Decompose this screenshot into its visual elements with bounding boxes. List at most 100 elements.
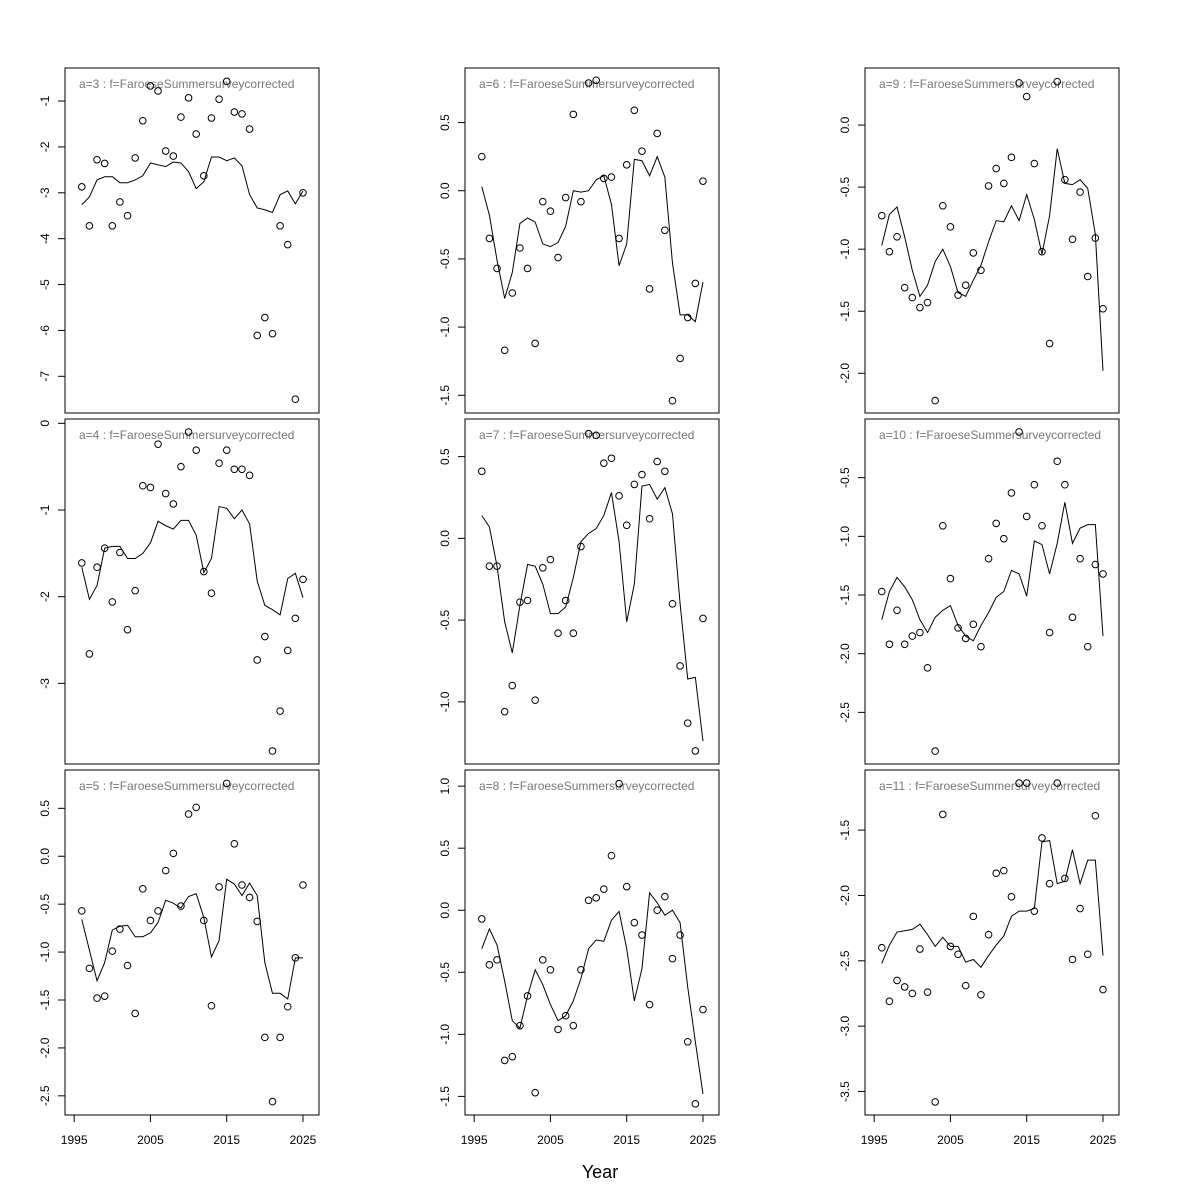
data-point: [123, 961, 132, 970]
data-point: [253, 656, 262, 664]
data-point: [238, 465, 246, 474]
y-tick-label: 0.0: [438, 530, 452, 547]
data-point: [116, 925, 124, 933]
data-point: [977, 990, 985, 999]
data-point: [222, 77, 231, 86]
x-tick-label: 2015: [213, 1133, 240, 1147]
panel: a=9 : f=FaroeseSummersurveycorrected -2.0…: [838, 67, 1120, 414]
data-point: [683, 719, 692, 727]
data-point: [1076, 188, 1084, 196]
data-point: [691, 1100, 700, 1108]
data-point: [222, 446, 231, 455]
data-point: [100, 159, 109, 168]
data-point: [546, 207, 555, 215]
data-point: [200, 567, 208, 576]
data-point: [676, 931, 684, 939]
plot-frame: [464, 67, 720, 414]
x-tick-label: 2005: [137, 1133, 164, 1147]
data-point: [108, 222, 117, 230]
y-tick-label: -3: [38, 678, 52, 689]
y-tick-label: -0.5: [438, 962, 452, 983]
x-tick-label: 2015: [613, 1133, 640, 1147]
data-point: [1083, 950, 1092, 959]
data-point: [276, 707, 284, 715]
data-point: [508, 1052, 517, 1061]
data-point: [893, 606, 901, 615]
x-tick-label: 1995: [461, 1133, 488, 1147]
data-point: [1053, 779, 1062, 787]
y-tick-label: 0.0: [438, 182, 452, 199]
data-point: [1000, 866, 1008, 875]
data-point: [1061, 480, 1069, 489]
data-point: [523, 992, 532, 1000]
data-point: [131, 1009, 139, 1018]
data-point: [984, 554, 993, 563]
data-point: [85, 964, 94, 973]
data-point: [893, 976, 901, 985]
data-point: [900, 640, 909, 649]
data-point: [885, 247, 894, 256]
data-point: [215, 95, 223, 103]
data-point: [923, 663, 932, 672]
data-point: [77, 183, 86, 191]
data-point: [645, 514, 654, 523]
y-tick-label: -1.0: [838, 526, 852, 547]
data-point: [554, 253, 562, 262]
data-point: [668, 954, 677, 963]
data-point: [1022, 92, 1031, 101]
data-point: [569, 629, 578, 637]
data-point: [946, 574, 955, 583]
data-point: [184, 810, 193, 818]
data-point: [1038, 834, 1046, 842]
data-point: [1099, 304, 1107, 313]
data-point: [207, 114, 216, 122]
data-point: [207, 589, 216, 598]
data-point: [1007, 153, 1016, 162]
data-point: [600, 459, 608, 467]
data-point: [184, 94, 193, 102]
y-tick-label: -1.5: [838, 819, 852, 840]
data-point: [653, 906, 662, 915]
data-point: [154, 87, 162, 95]
data-point: [977, 642, 985, 651]
data-point: [1045, 339, 1054, 348]
data-point: [900, 283, 909, 292]
data-point: [283, 646, 292, 655]
data-point: [1083, 642, 1092, 651]
data-point: [584, 429, 593, 438]
data-point: [177, 113, 185, 121]
data-point: [1038, 521, 1046, 530]
y-tick-label: -2.5: [38, 1085, 52, 1106]
data-point: [1000, 534, 1008, 543]
data-point: [207, 1001, 216, 1010]
data-point: [1007, 489, 1016, 497]
data-point: [546, 966, 555, 974]
data-point: [577, 966, 585, 974]
data-point: [645, 285, 654, 293]
panel: a=4 : f=FaroeseSummersurveycorrected-3-2…: [38, 418, 320, 765]
data-point: [969, 912, 978, 921]
data-point: [85, 650, 94, 658]
data-point: [1015, 779, 1023, 787]
y-tick-label: -1.0: [438, 316, 452, 337]
data-point: [992, 869, 1000, 878]
fitted-line: [481, 483, 704, 742]
y-tick-label: 0.5: [438, 840, 452, 857]
data-point: [516, 244, 524, 252]
data-point: [192, 446, 200, 455]
data-point: [577, 197, 585, 206]
data-point: [638, 147, 646, 155]
data-point: [699, 177, 707, 185]
x-tick-label: 2025: [690, 1133, 717, 1147]
fitted-line: [881, 148, 1104, 371]
y-tick-label: 0.0: [38, 848, 52, 865]
data-point: [592, 431, 600, 440]
y-tick-label: -1.0: [38, 941, 52, 962]
data-point: [885, 997, 894, 1006]
data-point: [984, 930, 993, 939]
data-point: [215, 459, 223, 468]
data-point: [877, 943, 886, 952]
data-point: [93, 994, 101, 1002]
y-tick-label: -3.0: [838, 1015, 852, 1036]
y-tick-label: -1.5: [438, 1086, 452, 1107]
